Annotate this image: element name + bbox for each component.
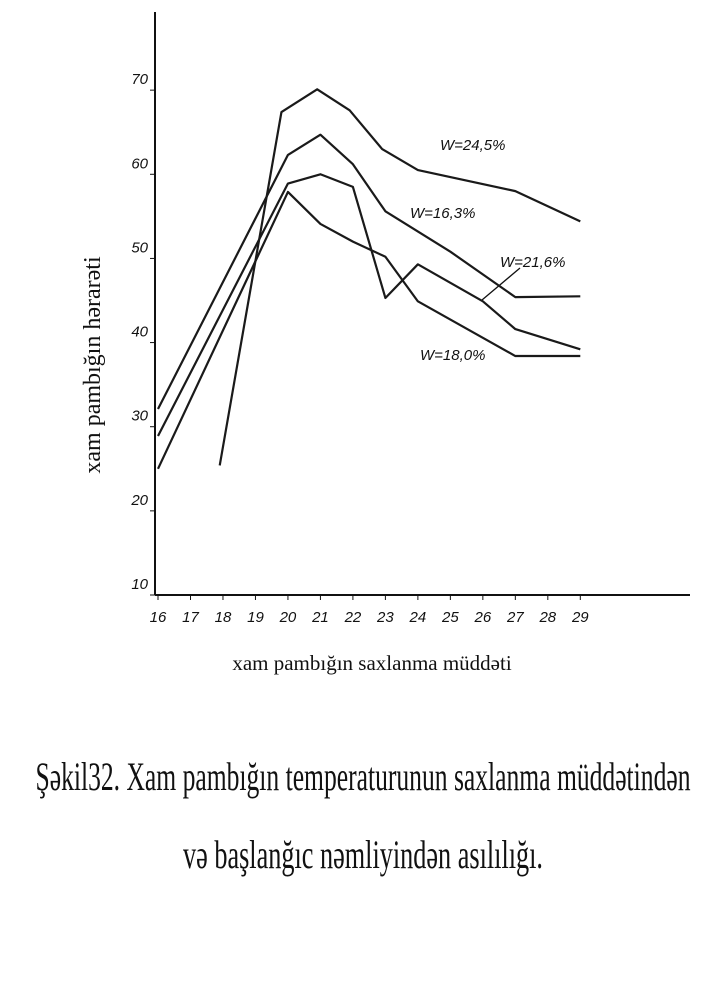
series-label: W=18,0% [420,347,485,364]
caption-line: və başlanğıc nəmliyindən asılılığı. [183,832,543,877]
series-label: W=24,5% [440,137,505,154]
x-tick-label: 17 [182,609,199,626]
x-tick-label: 27 [506,609,524,626]
y-tick-label: 20 [130,492,148,509]
series-line [157,190,581,470]
x-tick-label: 26 [474,609,492,626]
label-leader [481,267,521,301]
y-tick-label: 30 [131,408,148,425]
x-tick-label: 24 [409,609,427,626]
x-tick-label: 20 [279,609,297,626]
y-axis-label: xam pambığın hərarəti [80,256,106,474]
x-tick-label: 28 [538,609,556,626]
caption-line: Şəkil32. Xam pambığın temperaturunun sax… [36,754,691,799]
y-tick-label: 40 [131,324,148,341]
x-axis-label: xam pambığın saxlanma müddəti [232,651,512,675]
x-tick-label: 25 [441,609,459,626]
x-tick-label: 29 [571,609,589,626]
x-tick-label: 16 [150,609,167,626]
series-line [218,88,581,466]
x-tick-label: 23 [376,609,394,626]
y-tick-label: 60 [131,155,148,172]
series-label: W=21,6% [500,254,565,271]
x-tick-label: 21 [311,609,329,626]
series-line [157,173,581,437]
y-tick-label: 10 [131,576,148,593]
series-label: W=16,3% [410,205,475,222]
x-tick-label: 18 [215,609,232,626]
x-tick-label: 19 [247,609,264,626]
y-tick-label: 70 [131,71,148,88]
y-tick-label: 50 [131,239,148,256]
series-line [157,133,581,410]
x-tick-label: 22 [344,609,362,626]
